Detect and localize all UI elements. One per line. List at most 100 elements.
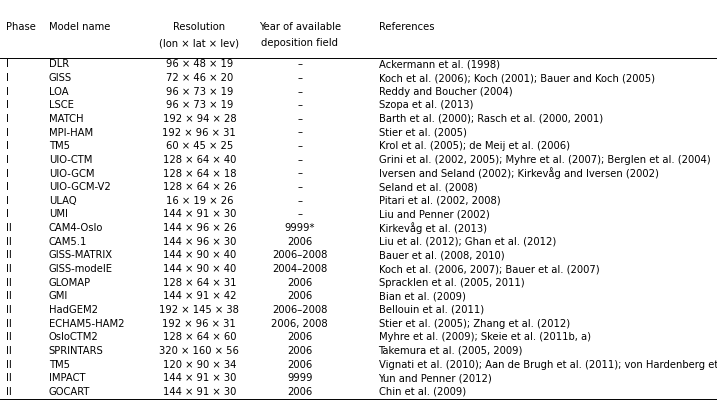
Text: –: – — [298, 100, 302, 110]
Text: 144 × 90 × 40: 144 × 90 × 40 — [163, 264, 236, 274]
Text: CAM4-Oslo: CAM4-Oslo — [49, 223, 103, 233]
Text: 96 × 73 × 19: 96 × 73 × 19 — [166, 100, 233, 110]
Text: Koch et al. (2006); Koch (2001); Bauer and Koch (2005): Koch et al. (2006); Koch (2001); Bauer a… — [379, 73, 655, 83]
Text: OsloCTM2: OsloCTM2 — [49, 332, 98, 342]
Text: Iversen and Seland (2002); Kirkevåg and Iversen (2002): Iversen and Seland (2002); Kirkevåg and … — [379, 168, 658, 180]
Text: Seland et al. (2008): Seland et al. (2008) — [379, 182, 478, 192]
Text: Koch et al. (2006, 2007); Bauer et al. (2007): Koch et al. (2006, 2007); Bauer et al. (… — [379, 264, 599, 274]
Text: I: I — [6, 141, 9, 151]
Text: GOCART: GOCART — [49, 387, 90, 397]
Text: 2006: 2006 — [287, 346, 313, 356]
Text: I: I — [6, 210, 9, 219]
Text: II: II — [6, 237, 11, 247]
Text: 96 × 48 × 19: 96 × 48 × 19 — [166, 59, 233, 69]
Text: ULAQ: ULAQ — [49, 196, 77, 206]
Text: 2004–2008: 2004–2008 — [272, 264, 328, 274]
Text: Liu and Penner (2002): Liu and Penner (2002) — [379, 210, 489, 219]
Text: II: II — [6, 305, 11, 315]
Text: 2006: 2006 — [287, 237, 313, 247]
Text: 2006–2008: 2006–2008 — [272, 250, 328, 261]
Text: 192 × 96 × 31: 192 × 96 × 31 — [163, 319, 236, 329]
Text: –: – — [298, 114, 302, 124]
Text: I: I — [6, 87, 9, 97]
Text: Stier et al. (2005); Zhang et al. (2012): Stier et al. (2005); Zhang et al. (2012) — [379, 319, 570, 329]
Text: Kirkevåg et al. (2013): Kirkevåg et al. (2013) — [379, 222, 487, 234]
Text: Year of available: Year of available — [259, 22, 341, 32]
Text: II: II — [6, 387, 11, 397]
Text: 192 × 145 × 38: 192 × 145 × 38 — [159, 305, 239, 315]
Text: I: I — [6, 100, 9, 110]
Text: GISS-MATRIX: GISS-MATRIX — [49, 250, 113, 261]
Text: II: II — [6, 346, 11, 356]
Text: –: – — [298, 127, 302, 138]
Text: II: II — [6, 264, 11, 274]
Text: II: II — [6, 373, 11, 383]
Text: I: I — [6, 155, 9, 165]
Text: UIO-GCM-V2: UIO-GCM-V2 — [49, 182, 110, 192]
Text: 128 × 64 × 31: 128 × 64 × 31 — [163, 278, 236, 288]
Text: Barth et al. (2000); Rasch et al. (2000, 2001): Barth et al. (2000); Rasch et al. (2000,… — [379, 114, 603, 124]
Text: ECHAM5-HAM2: ECHAM5-HAM2 — [49, 319, 124, 329]
Text: References: References — [379, 22, 434, 32]
Text: I: I — [6, 182, 9, 192]
Text: 144 × 91 × 30: 144 × 91 × 30 — [163, 210, 236, 219]
Text: 120 × 90 × 34: 120 × 90 × 34 — [163, 360, 236, 369]
Text: 9999: 9999 — [287, 373, 313, 383]
Text: GISS: GISS — [49, 73, 72, 83]
Text: 144 × 96 × 30: 144 × 96 × 30 — [163, 237, 236, 247]
Text: –: – — [298, 169, 302, 178]
Text: –: – — [298, 182, 302, 192]
Text: SPRINTARS: SPRINTARS — [49, 346, 103, 356]
Text: IMPACT: IMPACT — [49, 373, 85, 383]
Text: I: I — [6, 196, 9, 206]
Text: II: II — [6, 250, 11, 261]
Text: GLOMAP: GLOMAP — [49, 278, 91, 288]
Text: II: II — [6, 360, 11, 369]
Text: 192 × 94 × 28: 192 × 94 × 28 — [163, 114, 236, 124]
Text: 96 × 73 × 19: 96 × 73 × 19 — [166, 87, 233, 97]
Text: –: – — [298, 155, 302, 165]
Text: Szopa et al. (2013): Szopa et al. (2013) — [379, 100, 473, 110]
Text: 320 × 160 × 56: 320 × 160 × 56 — [159, 346, 239, 356]
Text: MATCH: MATCH — [49, 114, 83, 124]
Text: II: II — [6, 278, 11, 288]
Text: 2006: 2006 — [287, 360, 313, 369]
Text: II: II — [6, 291, 11, 301]
Text: Myhre et al. (2009); Skeie et al. (2011b, a): Myhre et al. (2009); Skeie et al. (2011b… — [379, 332, 591, 342]
Text: –: – — [298, 87, 302, 97]
Text: Bauer et al. (2008, 2010): Bauer et al. (2008, 2010) — [379, 250, 504, 261]
Text: 72 × 46 × 20: 72 × 46 × 20 — [166, 73, 233, 83]
Text: II: II — [6, 223, 11, 233]
Text: –: – — [298, 210, 302, 219]
Text: UIO-CTM: UIO-CTM — [49, 155, 92, 165]
Text: 128 × 64 × 40: 128 × 64 × 40 — [163, 155, 236, 165]
Text: Grini et al. (2002, 2005); Myhre et al. (2007); Berglen et al. (2004): Grini et al. (2002, 2005); Myhre et al. … — [379, 155, 711, 165]
Text: LOA: LOA — [49, 87, 68, 97]
Text: DLR: DLR — [49, 59, 69, 69]
Text: Pitari et al. (2002, 2008): Pitari et al. (2002, 2008) — [379, 196, 500, 206]
Text: Chin et al. (2009): Chin et al. (2009) — [379, 387, 466, 397]
Text: I: I — [6, 169, 9, 178]
Text: Ackermann et al. (1998): Ackermann et al. (1998) — [379, 59, 500, 69]
Text: 16 × 19 × 26: 16 × 19 × 26 — [166, 196, 233, 206]
Text: Resolution: Resolution — [174, 22, 225, 32]
Text: –: – — [298, 59, 302, 69]
Text: Bellouin et al. (2011): Bellouin et al. (2011) — [379, 305, 484, 315]
Text: HadGEM2: HadGEM2 — [49, 305, 98, 315]
Text: TM5: TM5 — [49, 141, 70, 151]
Text: 144 × 91 × 30: 144 × 91 × 30 — [163, 387, 236, 397]
Text: 2006: 2006 — [287, 332, 313, 342]
Text: 128 × 64 × 60: 128 × 64 × 60 — [163, 332, 236, 342]
Text: 144 × 91 × 30: 144 × 91 × 30 — [163, 373, 236, 383]
Text: GISS-modelE: GISS-modelE — [49, 264, 113, 274]
Text: I: I — [6, 59, 9, 69]
Text: 128 × 64 × 26: 128 × 64 × 26 — [163, 182, 236, 192]
Text: II: II — [6, 332, 11, 342]
Text: I: I — [6, 73, 9, 83]
Text: Stier et al. (2005): Stier et al. (2005) — [379, 127, 467, 138]
Text: 2006–2008: 2006–2008 — [272, 305, 328, 315]
Text: –: – — [298, 73, 302, 83]
Text: GMI: GMI — [49, 291, 68, 301]
Text: Yun and Penner (2012): Yun and Penner (2012) — [379, 373, 493, 383]
Text: Krol et al. (2005); de Meij et al. (2006): Krol et al. (2005); de Meij et al. (2006… — [379, 141, 569, 151]
